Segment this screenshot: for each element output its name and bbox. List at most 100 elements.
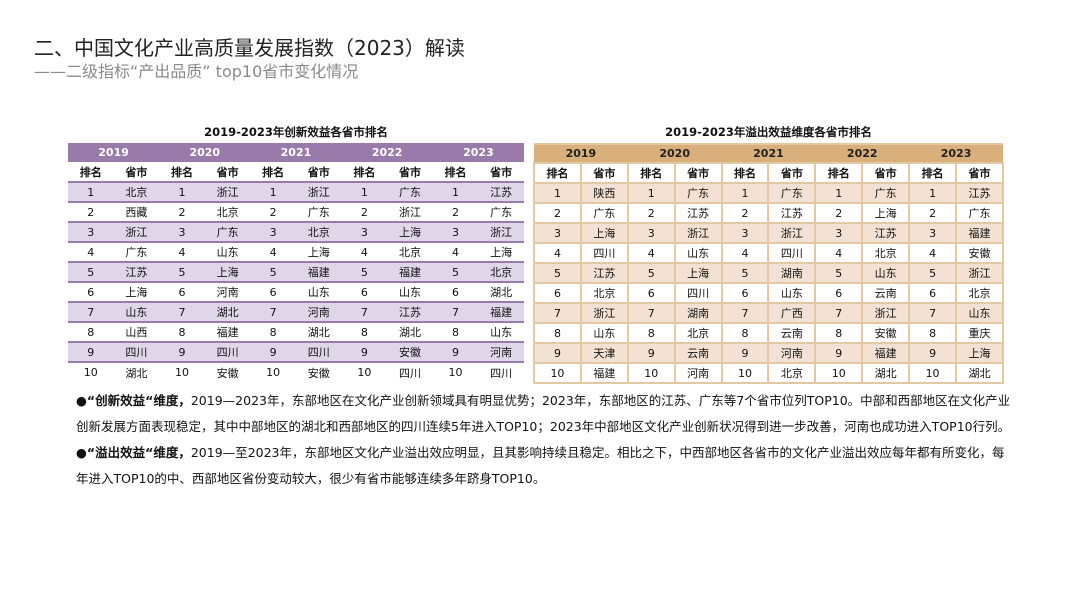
rank-cell: 5 xyxy=(432,261,479,282)
rank-cell: 9 xyxy=(814,342,864,364)
rank-cell: 8 xyxy=(908,322,958,344)
rank-cell: 10 xyxy=(341,361,388,382)
province-cell: 浙江 xyxy=(478,221,524,242)
rank-cell: 2 xyxy=(68,201,114,222)
rank-cell: 2 xyxy=(341,201,388,222)
rank-cell: 9 xyxy=(159,341,205,362)
province-cell: 江苏 xyxy=(955,182,1004,204)
rank-cell: 2 xyxy=(533,202,582,224)
bullet: ● xyxy=(76,393,87,408)
rank-cell: 5 xyxy=(626,262,676,284)
province-cell: 上海 xyxy=(861,202,911,224)
rank-header: 排名 xyxy=(533,162,582,184)
province-cell: 浙江 xyxy=(295,181,342,202)
table-row: 1 北京 1 浙江 1 浙江 1 广东 1 江苏 xyxy=(68,181,524,202)
note-text: 2019—2023年，东部地区在文化产业创新领域具有明显优势；2023年，东部地… xyxy=(76,393,1011,434)
rank-cell: 8 xyxy=(341,321,388,342)
rank-cell: 5 xyxy=(68,261,114,282)
rank-cell: 6 xyxy=(68,281,114,302)
rank-cell: 3 xyxy=(68,221,114,242)
rank-cell: 5 xyxy=(814,262,864,284)
innovation-table-caption: 2019-2023年创新效益各省市排名 xyxy=(204,125,388,139)
table-row: 5 江苏 5 上海 5 福建 5 福建 5 北京 xyxy=(68,261,524,282)
rank-cell: 2 xyxy=(908,202,958,224)
rank-cell: 1 xyxy=(159,181,205,202)
table-row: 10 湖北 10 安徽 10 安徽 10 四川 10 四川 xyxy=(68,361,524,382)
year-header: 2021 xyxy=(250,143,342,162)
province-cell: 北京 xyxy=(767,362,817,384)
rank-cell: 6 xyxy=(432,281,479,302)
province-cell: 湖北 xyxy=(113,361,160,382)
rank-cell: 2 xyxy=(626,202,676,224)
province-cell: 山东 xyxy=(767,282,817,304)
rank-cell: 7 xyxy=(68,301,114,322)
rank-cell: 7 xyxy=(159,301,205,322)
table-row: 2 西藏 2 北京 2 广东 2 浙江 2 广东 xyxy=(68,201,524,222)
rank-cell: 1 xyxy=(250,181,296,202)
province-cell: 福建 xyxy=(478,301,524,322)
rank-cell: 3 xyxy=(432,221,479,242)
rank-cell: 3 xyxy=(626,222,676,244)
rank-cell: 7 xyxy=(250,301,296,322)
province-cell: 安徽 xyxy=(204,361,251,382)
province-cell: 江苏 xyxy=(387,301,433,322)
province-cell: 浙江 xyxy=(955,262,1004,284)
province-cell: 北京 xyxy=(295,221,342,242)
province-cell: 上海 xyxy=(204,261,251,282)
rank-header: 排名 xyxy=(626,162,676,184)
rank-cell: 4 xyxy=(814,242,864,264)
notes: ●“创新效益“维度，2019—2023年，东部地区在文化产业创新领域具有明显优势… xyxy=(76,388,1016,492)
rank-cell: 4 xyxy=(250,241,296,262)
table-row: 9 天津 9 云南 9 河南 9 福建 9 上海 xyxy=(533,342,1004,364)
province-cell: 山东 xyxy=(387,281,433,302)
province-cell: 四川 xyxy=(478,361,524,382)
province-cell: 山东 xyxy=(955,302,1004,324)
rank-cell: 9 xyxy=(250,341,296,362)
province-cell: 湖北 xyxy=(387,321,433,342)
rank-cell: 3 xyxy=(720,222,770,244)
province-cell: 陕西 xyxy=(579,182,629,204)
year-header: 2019 xyxy=(68,143,160,162)
province-cell: 广东 xyxy=(579,202,629,224)
table-row: 3 浙江 3 广东 3 北京 3 上海 3 浙江 xyxy=(68,221,524,242)
rank-header: 排名 xyxy=(159,162,205,182)
province-cell: 山东 xyxy=(579,322,629,344)
note-innovation: ●“创新效益“维度，2019—2023年，东部地区在文化产业创新领域具有明显优势… xyxy=(76,388,1016,440)
province-cell: 北京 xyxy=(673,322,723,344)
province-header: 省市 xyxy=(113,162,160,182)
province-cell: 北京 xyxy=(579,282,629,304)
province-cell: 广东 xyxy=(767,182,817,204)
table-row: 4 四川 4 山东 4 四川 4 北京 4 安徽 xyxy=(533,242,1004,264)
rank-cell: 9 xyxy=(908,342,958,364)
rank-cell: 8 xyxy=(626,322,676,344)
table-row: 3 上海 3 浙江 3 浙江 3 江苏 3 福建 xyxy=(533,222,1004,244)
rank-cell: 6 xyxy=(250,281,296,302)
rank-cell: 9 xyxy=(720,342,770,364)
province-cell: 福建 xyxy=(204,321,251,342)
province-cell: 江苏 xyxy=(579,262,629,284)
province-header: 省市 xyxy=(295,162,342,182)
rank-cell: 5 xyxy=(533,262,582,284)
province-cell: 安徽 xyxy=(955,242,1004,264)
rank-header: 排名 xyxy=(68,162,114,182)
rank-cell: 8 xyxy=(68,321,114,342)
rank-cell: 4 xyxy=(626,242,676,264)
rank-cell: 10 xyxy=(720,362,770,384)
rank-header: 排名 xyxy=(250,162,296,182)
year-header: 2021 xyxy=(721,143,816,164)
province-header: 省市 xyxy=(579,162,629,184)
rank-cell: 8 xyxy=(432,321,479,342)
rank-cell: 6 xyxy=(533,282,582,304)
province-cell: 湖北 xyxy=(478,281,524,302)
province-cell: 福建 xyxy=(579,362,629,384)
rank-cell: 9 xyxy=(68,341,114,362)
province-cell: 浙江 xyxy=(767,222,817,244)
province-cell: 江苏 xyxy=(861,222,911,244)
province-header: 省市 xyxy=(767,162,817,184)
province-header: 省市 xyxy=(861,162,911,184)
province-cell: 安徽 xyxy=(861,322,911,344)
province-cell: 四川 xyxy=(204,341,251,362)
rank-header: 排名 xyxy=(908,162,958,184)
province-cell: 北京 xyxy=(204,201,251,222)
province-cell: 山东 xyxy=(861,262,911,284)
